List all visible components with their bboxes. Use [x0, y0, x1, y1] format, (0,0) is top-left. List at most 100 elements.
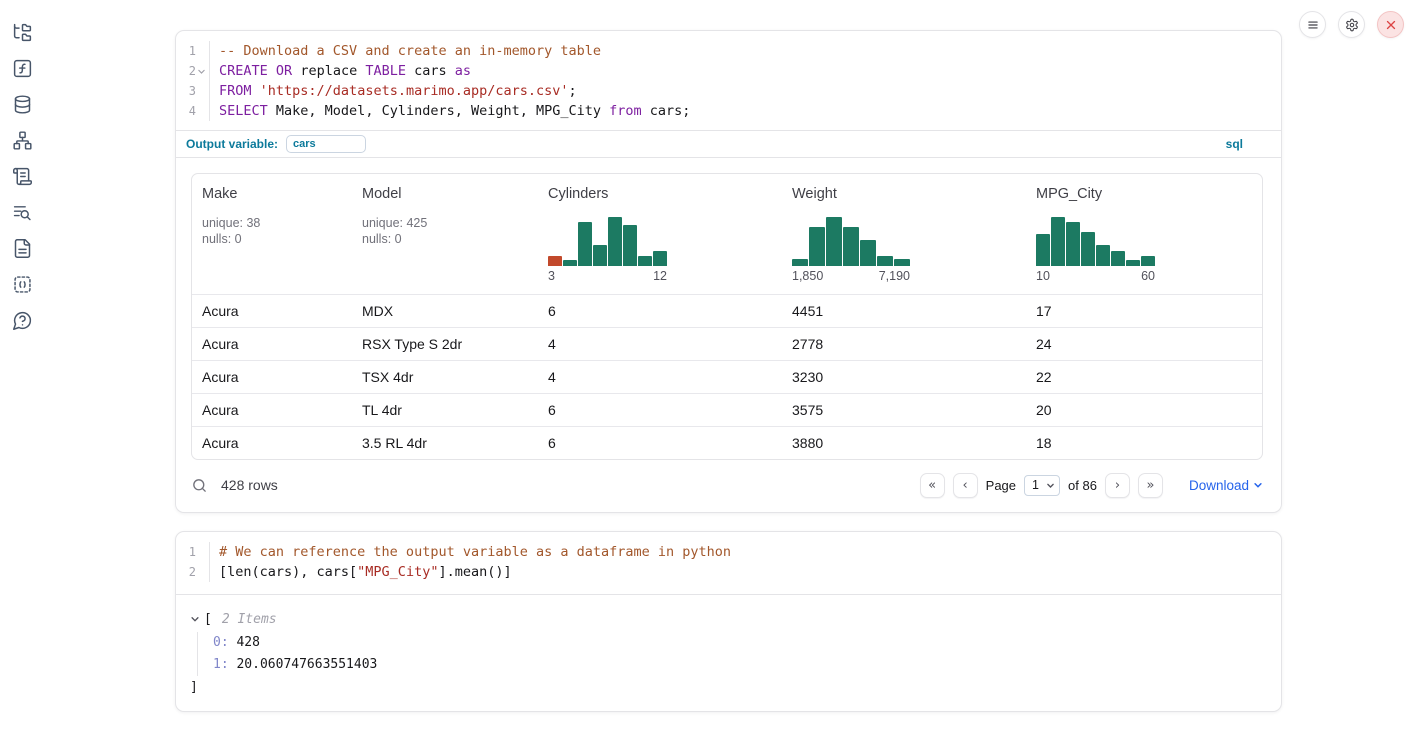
- table-cell: Acura: [192, 336, 352, 352]
- line-number-gutter: 1: [176, 41, 210, 61]
- table-row[interactable]: AcuraMDX6445117: [192, 294, 1262, 327]
- line-number-gutter: 2: [176, 61, 210, 81]
- tree-item: 1: 20.060747663551403: [213, 654, 1263, 676]
- code-token-plain: replace: [292, 63, 365, 79]
- next-page-button[interactable]: ›: [1105, 473, 1130, 498]
- table-row[interactable]: AcuraTSX 4dr4323022: [192, 360, 1262, 393]
- column-header: Model unique: 425nulls: 0: [352, 186, 538, 294]
- fold-chevron-icon[interactable]: [196, 67, 207, 76]
- code-token-string: "MPG_City": [357, 564, 438, 580]
- histogram-axis-labels: 3 12: [548, 269, 667, 283]
- prev-page-button[interactable]: ‹: [953, 473, 978, 498]
- python-code-editor[interactable]: 1 # We can reference the output variable …: [176, 532, 1281, 595]
- histogram-bar: [860, 240, 876, 266]
- column-name[interactable]: Weight: [792, 186, 1016, 202]
- histogram-bar: [653, 251, 667, 266]
- histogram-bar: [623, 225, 637, 266]
- page-label: Page: [986, 478, 1016, 493]
- histogram-bar: [608, 217, 622, 266]
- code-token-string: 'https://datasets.marimo.app/cars.csv': [260, 83, 569, 99]
- variables-icon[interactable]: [10, 56, 34, 80]
- table-cell: Acura: [192, 369, 352, 385]
- stat-line: nulls: 0: [362, 231, 528, 247]
- output-variable-label: Output variable:: [186, 137, 278, 151]
- column-stats: unique: 425nulls: 0: [362, 215, 528, 247]
- code-token-keyword: FROM: [219, 83, 252, 99]
- last-page-button[interactable]: »: [1138, 473, 1163, 498]
- code-line: 1 -- Download a CSV and create an in-memo…: [176, 41, 1281, 61]
- logs-icon[interactable]: [10, 200, 34, 224]
- axis-max-label: 7,190: [879, 269, 910, 283]
- scratchpad-icon[interactable]: [10, 164, 34, 188]
- settings-gear-icon[interactable]: [1338, 11, 1365, 38]
- python-cell-output: [ 2 Items 0: 4281: 20.060747663551403 ]: [176, 595, 1281, 698]
- chevron-down-icon: [1253, 480, 1263, 490]
- tree-item: 0: 428: [213, 632, 1263, 654]
- table-cell: 6: [538, 435, 782, 451]
- line-number-gutter: 2: [176, 562, 210, 582]
- code-text: [len(cars), cars["MPG_City"].mean()]: [210, 562, 512, 582]
- help-icon[interactable]: [10, 308, 34, 332]
- code-token-comment: -- Download a CSV and create an in-memor…: [219, 43, 601, 59]
- snippets-icon[interactable]: [10, 272, 34, 296]
- histogram-axis-labels: 1,8507,190: [792, 269, 910, 283]
- column-header: Weight 1,8507,190: [782, 186, 1026, 294]
- table-cell: 4: [538, 336, 782, 352]
- documentation-icon[interactable]: [10, 236, 34, 260]
- sql-code-editor[interactable]: 1 -- Download a CSV and create an in-memo…: [176, 31, 1281, 130]
- tree-items-count: 2 Items: [222, 612, 277, 627]
- code-line: 2[len(cars), cars["MPG_City"].mean()]: [176, 562, 1281, 582]
- code-line: 4SELECT Make, Model, Cylinders, Weight, …: [176, 101, 1281, 121]
- histogram-bar: [826, 217, 842, 266]
- table-cell: RSX Type S 2dr: [352, 336, 538, 352]
- table-cell: 3880: [782, 435, 1026, 451]
- line-number: 1: [189, 542, 196, 562]
- histogram-bar: [1036, 234, 1050, 266]
- page-select[interactable]: 1: [1024, 475, 1060, 496]
- axis-max-label: 12: [653, 269, 667, 283]
- column-stats: unique: 38nulls: 0: [202, 215, 342, 247]
- chevron-down-icon: [1046, 481, 1055, 490]
- output-variable-row: Output variable: sql: [176, 130, 1281, 158]
- histogram-bar: [843, 227, 859, 266]
- code-text: # We can reference the output variable a…: [210, 542, 731, 562]
- tree-item-value: 20.060747663551403: [236, 657, 377, 672]
- tree-open-bracket: [: [204, 612, 212, 627]
- row-count: 428 rows: [221, 477, 278, 493]
- tree-toggle[interactable]: [ 2 Items: [190, 609, 1263, 629]
- table-row[interactable]: Acura3.5 RL 4dr6388018: [192, 426, 1262, 459]
- notebook-cell-python: 1 # We can reference the output variable …: [175, 531, 1282, 712]
- column-name[interactable]: MPG_City: [1036, 186, 1252, 202]
- dependency-graph-icon[interactable]: [10, 128, 34, 152]
- code-token-keyword: OR: [276, 63, 292, 79]
- close-icon[interactable]: [1377, 11, 1404, 38]
- histogram-bars: [792, 214, 1016, 266]
- histogram-bar: [809, 227, 825, 266]
- output-variable-input[interactable]: [286, 135, 366, 153]
- code-token-plain: cars;: [642, 103, 691, 119]
- search-icon[interactable]: [191, 477, 208, 494]
- menu-icon[interactable]: [1299, 11, 1326, 38]
- table-row[interactable]: AcuraRSX Type S 2dr4277824: [192, 327, 1262, 360]
- first-page-button[interactable]: «: [920, 473, 945, 498]
- column-name[interactable]: Cylinders: [548, 186, 772, 202]
- page-select-value: 1: [1032, 478, 1039, 492]
- histogram-bar: [894, 259, 910, 266]
- datasources-icon[interactable]: [10, 92, 34, 116]
- histogram-axis-labels: 1060: [1036, 269, 1155, 283]
- window-controls: [1299, 11, 1404, 38]
- code-token-comment: # We can reference the output variable a…: [219, 544, 731, 560]
- axis-min-label: 3: [548, 269, 555, 283]
- table-cell: 6: [538, 402, 782, 418]
- table-row[interactable]: AcuraTL 4dr6357520: [192, 393, 1262, 426]
- code-token-keyword: SELECT: [219, 103, 268, 119]
- code-token-plain: ;: [569, 83, 577, 99]
- column-name[interactable]: Make: [202, 186, 342, 202]
- table-cell: TSX 4dr: [352, 369, 538, 385]
- column-name[interactable]: Model: [362, 186, 528, 202]
- download-button[interactable]: Download: [1189, 478, 1263, 493]
- table-cell: Acura: [192, 435, 352, 451]
- table-cell: 2778: [782, 336, 1026, 352]
- file-tree-icon[interactable]: [10, 20, 34, 44]
- code-line: 1 # We can reference the output variable …: [176, 542, 1281, 562]
